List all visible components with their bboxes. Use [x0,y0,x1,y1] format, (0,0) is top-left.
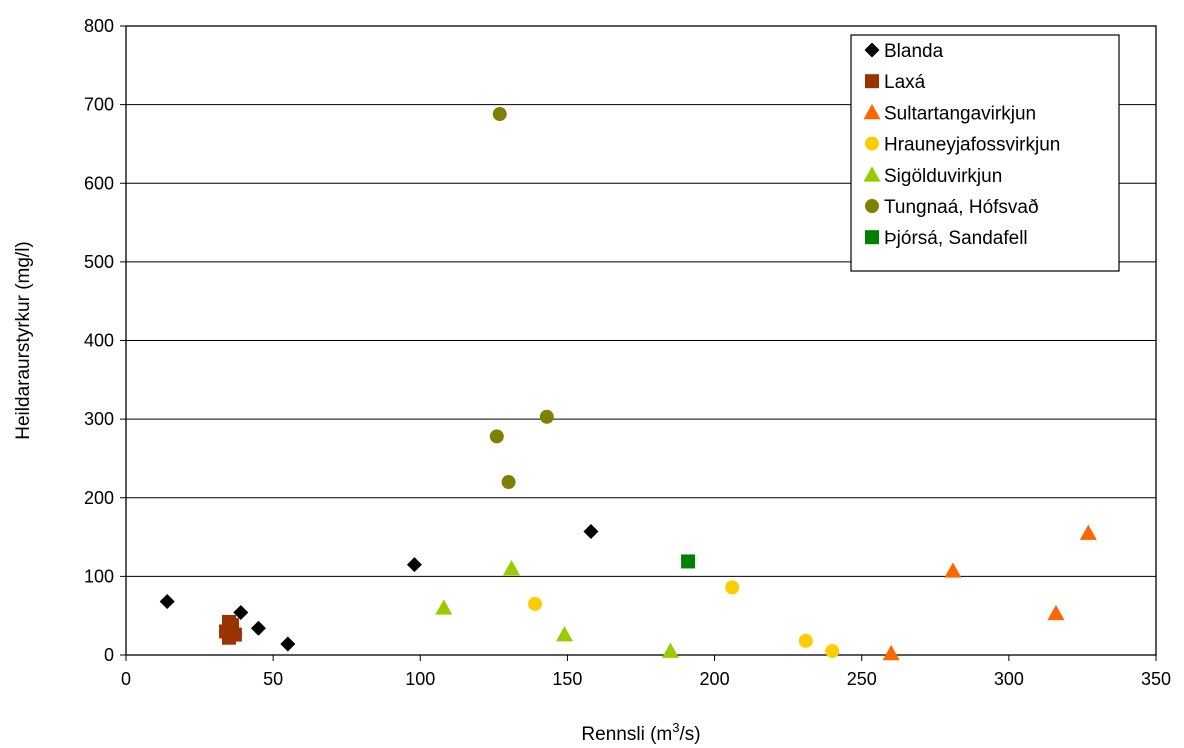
legend-label: Tungnaá, Hófsvað [884,197,1039,218]
legend-item: Sultartangavirkjun [863,103,1036,124]
data-point [503,560,521,576]
legend-marker [863,166,881,182]
data-point [233,605,249,621]
data-point [1047,604,1065,621]
data-points [159,107,1097,661]
legend-marker [865,74,879,89]
x-tick-label: 150 [552,669,582,689]
data-point [489,429,504,444]
y-tick-label: 300 [84,409,114,429]
axis-ticks: 0 100 200 300 400 500 600 700 800 0 50 100 150 200 250… [84,16,1171,689]
legend-marker [865,199,879,213]
y-tick-label: 200 [84,488,114,508]
data-point [492,107,507,122]
data-point [280,636,296,652]
data-point [555,626,573,642]
x-axis-title: Rennsli (m3/s) [581,720,700,745]
legend-marker [865,136,879,151]
legend-label: Laxá [884,72,926,93]
legend-label: Sigölduvirkjun [884,166,1002,187]
gridlines [126,104,1156,577]
y-tick-label: 400 [84,331,114,351]
data-point [944,562,962,578]
legend-item: Laxá [865,72,926,93]
legend-item: Blanda [864,41,944,62]
x-tick-label: 200 [700,669,730,689]
legend: Blanda Laxá Sultartangavirkjun Hrauneyjafos… [850,34,1120,272]
legend-label: Blanda [884,41,944,62]
data-point [435,599,453,615]
data-point [798,633,813,648]
legend-marker [865,230,879,245]
legend-item: Hrauneyjafossvirkjun [865,135,1060,156]
data-point [528,596,543,611]
legend-marker [864,42,880,58]
x-tick-label: 350 [1141,669,1171,689]
data-point [1079,524,1097,540]
x-tick-label: 100 [405,669,435,689]
data-point [725,580,740,595]
data-point [501,475,516,490]
y-tick-label: 100 [84,566,114,586]
data-point [681,554,696,569]
legend-label: Hrauneyjafossvirkjun [884,135,1060,156]
legend-box [850,34,1120,272]
legend-marker [863,103,881,120]
legend-label: Sultartangavirkjun [884,103,1036,124]
y-axis-title: Heildaraurstyrkur (mg/l) [13,241,34,439]
y-tick-label: 500 [84,252,114,272]
data-point [539,409,554,424]
data-point [222,630,236,645]
x-tick-label: 50 [263,669,283,689]
legend-item: Tungnaá, Hófsvað [865,197,1039,218]
legend-item: Sigölduvirkjun [863,166,1002,187]
data-point [825,644,840,659]
data-point [882,644,900,661]
y-tick-label: 0 [104,645,114,665]
data-point [250,620,266,636]
y-tick-label: 700 [84,95,114,115]
data-point [406,557,422,573]
legend-label: Þjórsá, Sandafell [884,228,1028,249]
data-point [583,524,599,540]
legend-item: Þjórsá, Sandafell [865,228,1028,249]
data-point [224,618,239,633]
data-point [661,642,679,658]
x-tick-label: 250 [847,669,877,689]
y-tick-label: 600 [84,173,114,193]
y-tick-label: 800 [84,16,114,36]
x-tick-label: 0 [121,669,131,689]
x-tick-label: 300 [994,669,1024,689]
data-point [159,594,175,610]
